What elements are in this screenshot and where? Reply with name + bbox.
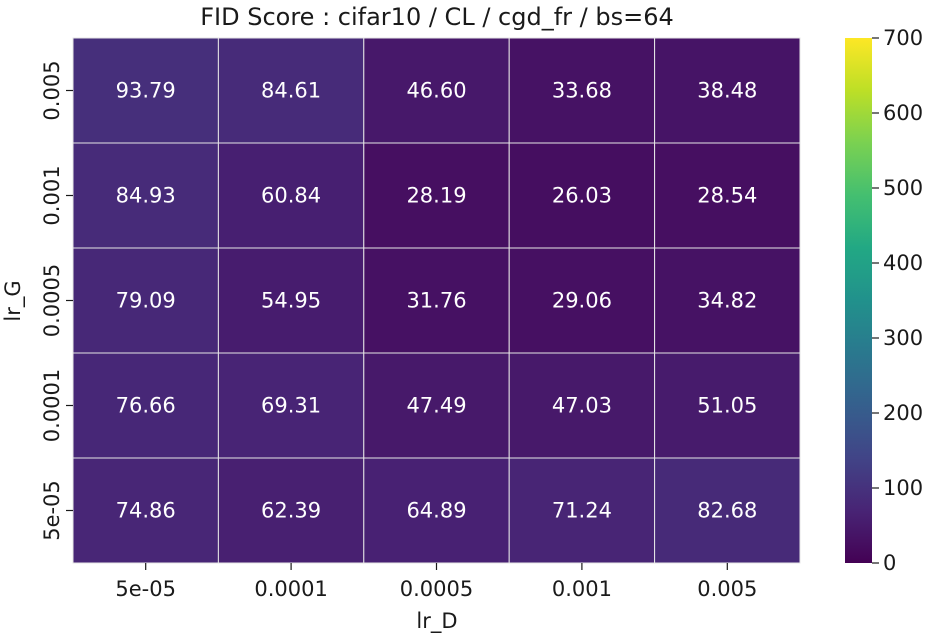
cell-value-label: 38.48 [697,79,757,103]
y-tick-label: 0.0005 [40,264,64,337]
cell-value-label: 29.06 [552,289,612,313]
cell-value-label: 34.82 [697,289,757,313]
cell-value-label: 51.05 [697,394,757,418]
colorbar-tick-label: 600 [883,101,923,125]
cell-value-label: 47.03 [552,394,612,418]
cell-value-label: 28.19 [406,184,466,208]
cell-value-label: 84.61 [261,79,321,103]
colorbar-tick-label: 100 [883,476,923,500]
cell-value-label: 62.39 [261,499,321,523]
heatmap-cell [363,247,510,354]
cell-value-label: 71.24 [552,499,612,523]
colorbar-tick-label: 400 [883,251,923,275]
heatmap-cell [72,142,219,249]
heatmap-cell [508,247,656,354]
cell-value-label: 82.68 [697,499,757,523]
cell-value-label: 69.31 [261,394,321,418]
chart-title: FID Score : cifar10 / CL / cgd_fr / bs=6… [200,3,674,31]
colorbar-tick-label: 700 [883,26,923,50]
colorbar-tick-label: 0 [883,551,896,575]
y-tick-label: 0.005 [40,60,64,120]
cell-value-label: 74.86 [116,499,176,523]
y-axis: 0.005 0.001 0.0005 0.0001 5e-05 [40,60,73,541]
x-tick-label: 0.005 [697,577,757,601]
heatmap-cell [654,352,801,459]
cell-value-label: 31.76 [406,289,466,313]
heatmap-cell [508,352,656,459]
heatmap-cell [363,457,510,564]
y-tick-label: 0.0001 [40,369,64,442]
cell-value-label: 93.79 [116,79,176,103]
cell-value-label: 46.60 [406,79,466,103]
colorbar-tick-label: 200 [883,401,923,425]
x-axis: 5e-05 0.0001 0.0005 0.001 0.005 [115,563,757,601]
heatmap-cell [363,37,510,144]
heatmap-cell [217,457,365,564]
x-tick-label: 0.001 [552,577,612,601]
x-tick-label: 5e-05 [115,577,176,601]
cell-value-label: 60.84 [261,184,321,208]
y-tick-label: 5e-05 [40,480,64,541]
heatmap-cell [363,142,510,249]
cell-value-label: 54.95 [261,289,321,313]
heatmap-cell [72,457,219,564]
cell-value-label: 47.49 [406,394,466,418]
cell-value-label: 26.03 [552,184,612,208]
x-tick-label: 0.0005 [400,577,473,601]
cell-value-label: 79.09 [116,289,176,313]
y-axis-label: lr_G [1,280,26,321]
heatmap-cell [363,352,510,459]
heatmap-cell [217,247,365,354]
heatmap-cell [217,37,365,144]
colorbar-gradient [845,38,872,563]
colorbar-tick-label: 500 [883,176,923,200]
heatmap-grid [72,37,801,564]
heatmap-cell [654,142,801,249]
heatmap-value-labels: 93.79 84.61 46.60 33.68 38.48 84.93 60.84 28.19… [116,79,758,523]
colorbar-tick-label: 300 [883,326,923,350]
cell-value-label: 76.66 [116,394,176,418]
heatmap-cell [72,37,219,144]
cell-value-label: 28.54 [697,184,757,208]
cell-value-label: 84.93 [116,184,176,208]
x-axis-label: lr_D [416,609,457,634]
y-tick-label: 0.001 [40,165,64,225]
heatmap-cell [508,37,656,144]
heatmap-cell [654,247,801,354]
colorbar: 0 100 200 300 400 500 600 700 [845,26,923,575]
x-tick-label: 0.0001 [254,577,327,601]
cell-value-label: 33.68 [552,79,612,103]
heatmap-cell [654,457,801,564]
heatmap-cell [217,352,365,459]
heatmap-cell [654,37,801,144]
cell-value-label: 64.89 [406,499,466,523]
